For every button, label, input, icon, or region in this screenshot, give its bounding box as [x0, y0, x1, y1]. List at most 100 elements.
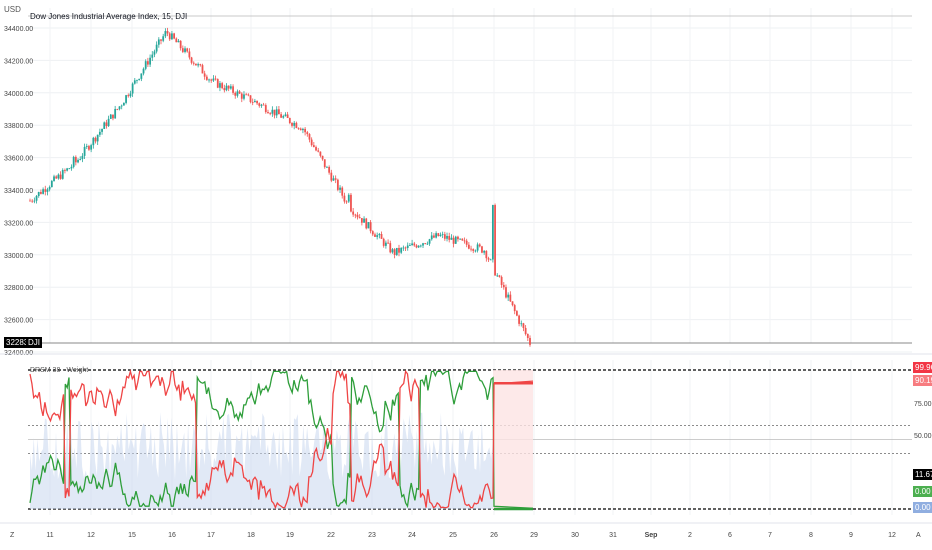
candle-body — [306, 132, 309, 135]
candle-body — [448, 235, 451, 240]
candle-body — [465, 240, 468, 245]
candle-body — [402, 247, 405, 249]
indicator-y-tick: 75.00 — [914, 401, 932, 408]
price-y-tick: 32800.00 — [4, 285, 33, 292]
candle-body — [378, 234, 381, 236]
candle-body — [430, 235, 433, 240]
candle-body — [131, 83, 134, 94]
chart-title[interactable]: Dow Jones Industrial Average Index, 15, … — [30, 12, 187, 21]
candle-body — [413, 243, 416, 246]
candle-body — [238, 91, 241, 94]
candle-body — [391, 249, 394, 253]
candle-body — [382, 238, 385, 246]
candle-body — [485, 250, 488, 259]
weight-area — [30, 412, 493, 509]
candle-body — [500, 276, 503, 285]
time-axis-label: 6 — [728, 532, 732, 539]
candle-body — [472, 249, 475, 251]
time-axis-label: 8 — [809, 532, 813, 539]
candle-body — [40, 192, 42, 194]
candle-body — [251, 102, 254, 103]
candle-body — [315, 147, 317, 151]
candle-body — [42, 189, 45, 194]
time-axis-label: 23 — [368, 532, 376, 539]
candle-body — [212, 78, 215, 81]
time-axis[interactable]: Z 11 12 15 16 17 18 19 22 23 24 25 26 29 30 31 Sep 2 6 7 8 9 1… — [0, 522, 932, 539]
price-y-tick: 33600.00 — [4, 156, 33, 163]
candle-body — [374, 234, 376, 237]
candle-body — [168, 33, 171, 40]
candle-body — [72, 156, 75, 167]
candle-body — [336, 179, 339, 190]
indicator-badge-green: 0.00 — [913, 486, 932, 497]
candle-body — [151, 54, 154, 58]
candle-body — [367, 222, 370, 229]
candle-body — [166, 31, 169, 34]
candle-body — [171, 33, 173, 40]
candle-body — [70, 166, 73, 169]
candle-body — [249, 95, 252, 103]
candle-body — [68, 168, 71, 170]
candle-body — [234, 92, 237, 96]
candle-body — [162, 36, 165, 41]
indicator-title[interactable]: DRSM 38 · Weight — [30, 367, 88, 374]
candle-body — [275, 109, 278, 116]
candle-body — [487, 258, 490, 260]
candle-body — [282, 116, 285, 118]
candle-body — [129, 93, 132, 97]
candle-body — [520, 323, 523, 325]
candle-body — [356, 214, 359, 218]
time-axis-label: 17 — [207, 532, 215, 539]
candle-body — [35, 195, 38, 201]
candle-body — [323, 159, 326, 168]
candle-body — [136, 79, 138, 81]
candle-body — [199, 64, 202, 66]
candle-body — [312, 145, 315, 148]
candle-body — [354, 214, 357, 216]
candle-body — [489, 259, 492, 261]
candle-body — [319, 151, 322, 156]
candle-body — [197, 64, 200, 66]
last-price-badge: 32283.29 — [4, 337, 42, 348]
candle-body — [66, 168, 69, 171]
price-y-tick: 33800.00 — [4, 123, 33, 130]
candle-body — [498, 275, 501, 277]
time-axis-label: 9 — [849, 532, 853, 539]
price-y-tick: 32600.00 — [4, 318, 33, 325]
price-candles — [29, 27, 531, 347]
candle-body — [350, 194, 352, 212]
candle-body — [437, 233, 440, 237]
candle-body — [190, 57, 193, 63]
time-axis-label: 7 — [768, 532, 772, 539]
candle-body — [33, 200, 36, 202]
candle-body — [133, 80, 136, 84]
candle-body — [138, 78, 141, 80]
candle-body — [229, 86, 232, 89]
candle-body — [526, 334, 529, 338]
candle-body — [339, 187, 341, 190]
price-y-tick: 34400.00 — [4, 26, 33, 33]
indicator-badge-red: 99.96 — [913, 362, 932, 373]
candle-body — [284, 114, 287, 117]
candle-body — [443, 234, 446, 239]
candle-body — [334, 178, 337, 180]
candle-body — [243, 94, 245, 99]
candle-body — [271, 109, 274, 114]
candle-body — [118, 106, 121, 110]
candle-body — [347, 194, 350, 202]
candle-body — [529, 337, 531, 345]
candle-body — [419, 245, 422, 247]
candle-body — [184, 48, 186, 52]
candle-body — [400, 247, 403, 253]
candle-body — [236, 91, 239, 96]
candle-body — [513, 305, 516, 312]
candle-body — [77, 159, 79, 163]
candle-body — [153, 51, 156, 55]
candle-body — [267, 112, 269, 114]
candle-body — [441, 234, 444, 236]
candle-body — [461, 238, 464, 241]
candle-body — [288, 118, 291, 124]
bear-zone — [493, 370, 533, 509]
time-axis-label: 12 — [87, 532, 95, 539]
